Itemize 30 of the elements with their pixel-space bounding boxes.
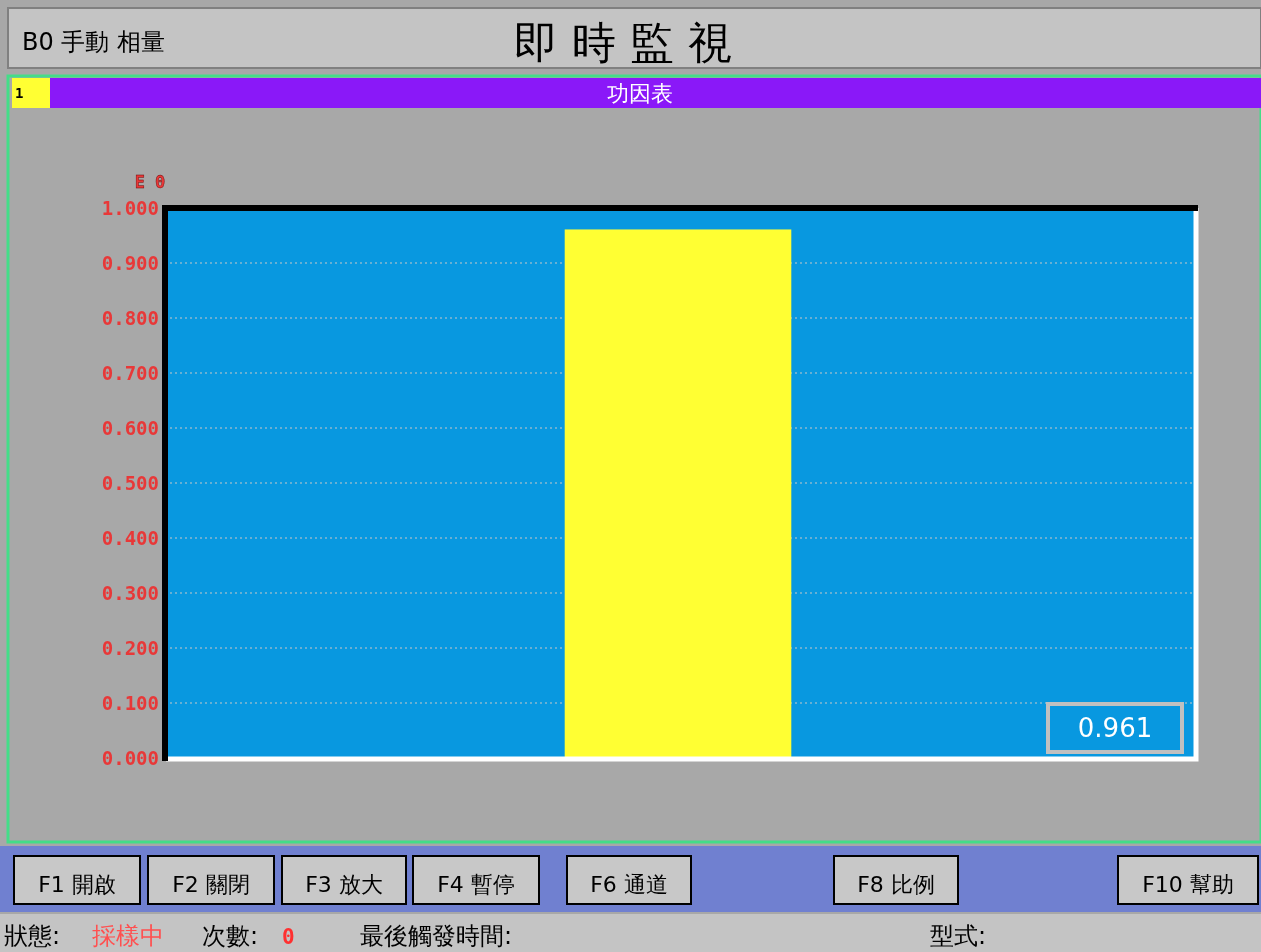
text: F8 比例 [857, 872, 935, 897]
y-tick-label: 0.700 [101, 362, 159, 384]
y-tick-label: 0.600 [101, 417, 159, 439]
text: F1 開啟 [38, 872, 116, 897]
text: F10 幫助 [1142, 872, 1234, 897]
y-axis-title: E 0 [134, 172, 166, 192]
y-tick-label: 0.300 [101, 582, 159, 604]
y-tick-label: 0.100 [101, 692, 159, 714]
text: F3 放大 [305, 872, 383, 897]
text: F4 暫停 [437, 872, 515, 897]
annotation: 0.961 [1077, 713, 1153, 743]
text: 採樣中 [92, 922, 164, 950]
text: 型式: [930, 922, 987, 950]
text: F6 通道 [590, 872, 668, 897]
chart-subtitle: 功因表 [607, 81, 673, 106]
text: 最後觸發時間: [360, 922, 513, 950]
text: 次數: [202, 922, 259, 950]
y-tick-label: 0.500 [101, 472, 159, 494]
text: 1 [15, 85, 24, 101]
chart-title: 即時監視 [514, 17, 746, 68]
text: B0 手動 相量 [22, 28, 165, 56]
text: F2 關閉 [172, 872, 250, 897]
text: 0 [282, 925, 295, 949]
y-tick-label: 0.400 [101, 527, 159, 549]
y-tick-label: 1.000 [101, 197, 159, 219]
y-tick-label: 0.000 [101, 747, 159, 769]
y-tick-label: 0.900 [101, 252, 159, 274]
y-tick-label: 0.800 [101, 307, 159, 329]
text: 狀態: [4, 922, 61, 950]
y-tick-label: 0.200 [101, 637, 159, 659]
